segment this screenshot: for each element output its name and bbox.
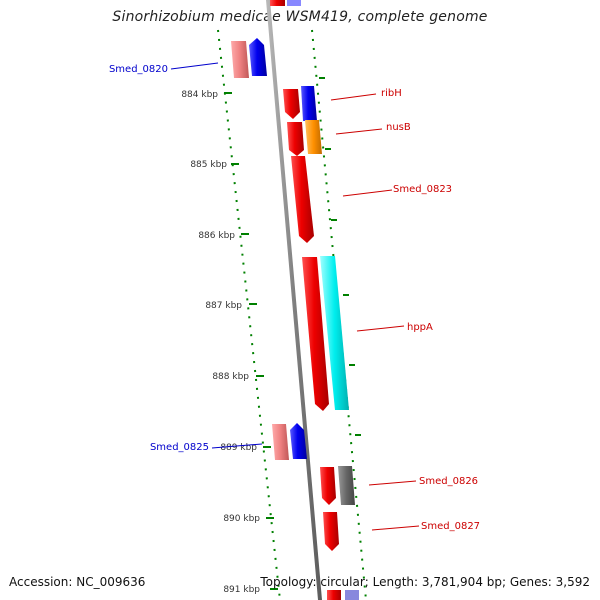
tick-label-888: 888 kbp (212, 372, 249, 382)
gene-label-ribh: ribH (381, 88, 402, 99)
accession-text: Accession: NC_009636 (9, 575, 146, 589)
tick-label-884: 884 kbp (181, 90, 218, 100)
gene-smed-0825-partner (272, 424, 289, 460)
gene-cropped-blue (287, 0, 301, 6)
gene-cropped-red (270, 0, 285, 6)
gene-cropped-bottom-blue (345, 590, 359, 600)
outer-guide-line (311, 29, 367, 600)
gene-nusb (305, 120, 322, 154)
tick-label-889: 889 kbp (220, 443, 257, 453)
gene-label-hppa: hppA (407, 322, 433, 333)
gene-smed-0826-partner (338, 466, 355, 505)
gene-smed-0826 (320, 467, 336, 505)
gene-smed-0820 (249, 38, 267, 76)
gene-ribh (301, 86, 317, 121)
gene-label-nusb: nusB (386, 122, 411, 133)
label-leader-lines (170, 62, 420, 531)
gene-hppa (302, 257, 329, 411)
tick-label-890: 890 kbp (223, 514, 260, 524)
gene-smed-0827 (323, 512, 339, 551)
gene-hppa-partner (320, 256, 349, 410)
map-title: Sinorhizobium medicae WSM419, complete g… (112, 9, 488, 25)
gene-label-smed-0825: Smed_0825 (150, 442, 209, 453)
tick-label-887: 887 kbp (205, 301, 242, 311)
gene-label-smed-0826: Smed_0826 (419, 476, 478, 487)
outer-tick-marks (319, 77, 361, 436)
gene-label-smed-0820: Smed_0820 (109, 64, 168, 75)
gene-smed-0820-partner (231, 41, 249, 78)
genome-stats-text: Topology: circular; Length: 3,781,904 bp… (260, 575, 590, 589)
gene-smed-0825 (290, 423, 307, 459)
scale-ticks (224, 92, 278, 590)
gene-label-smed-0823: Smed_0823 (393, 184, 452, 195)
gene-ribh-partner (283, 89, 300, 119)
tick-label-886: 886 kbp (198, 231, 235, 241)
gene-nusb-partner (287, 122, 304, 156)
gene-label-smed-0827: Smed_0827 (421, 521, 480, 532)
gene-smed-0823 (291, 156, 314, 243)
tick-label-885: 885 kbp (190, 160, 227, 170)
tick-label-891: 891 kbp (223, 585, 260, 595)
genome-backbone (266, 0, 322, 600)
inner-guide-line (217, 29, 281, 600)
gene-cropped-bottom-red (327, 590, 341, 600)
